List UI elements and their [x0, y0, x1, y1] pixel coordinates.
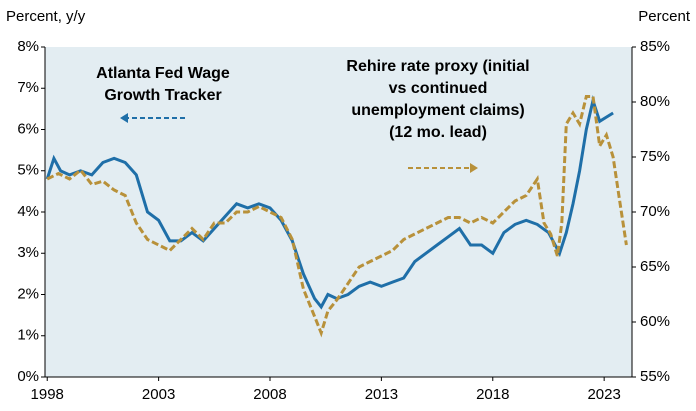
legend-label: Rehire rate proxy (initial	[346, 58, 529, 75]
legend-label: vs continued	[389, 80, 488, 97]
y2-axis-label: Percent	[638, 8, 691, 25]
y2-tick-label: 55%	[640, 368, 670, 385]
x-tick-label: 2023	[587, 386, 620, 403]
y-axis-label: Percent, y/y	[6, 8, 86, 25]
legend-label: Atlanta Fed Wage	[96, 65, 230, 82]
y-tick-label: 0%	[17, 368, 39, 385]
y2-tick-label: 80%	[640, 93, 670, 110]
y-tick-label: 6%	[17, 120, 39, 137]
x-tick-label: 2008	[253, 386, 286, 403]
x-tick-label: 2013	[365, 386, 398, 403]
y2-tick-label: 60%	[640, 313, 670, 330]
legend-arrowhead	[120, 113, 128, 123]
legend-label: unemployment claims)	[351, 102, 524, 119]
series-line	[46, 95, 628, 338]
y-tick-label: 7%	[17, 79, 39, 96]
y-tick-label: 5%	[17, 162, 39, 179]
y-tick-label: 3%	[17, 244, 39, 261]
legend-label: (12 mo. lead)	[389, 124, 487, 141]
y-tick-label: 2%	[17, 285, 39, 302]
x-tick-label: 2003	[142, 386, 175, 403]
x-tick-label: 1998	[31, 386, 64, 403]
y2-tick-label: 65%	[640, 258, 670, 275]
y2-tick-label: 75%	[640, 148, 670, 165]
legend-label: Growth Tracker	[104, 87, 221, 104]
legend-arrowhead	[470, 163, 478, 173]
plot-area	[45, 47, 632, 377]
y-tick-label: 1%	[17, 327, 39, 344]
y-tick-label: 4%	[17, 203, 39, 220]
y2-tick-label: 70%	[640, 203, 670, 220]
y-tick-label: 8%	[17, 38, 39, 55]
x-tick-label: 2018	[476, 386, 509, 403]
y2-tick-label: 85%	[640, 38, 670, 55]
